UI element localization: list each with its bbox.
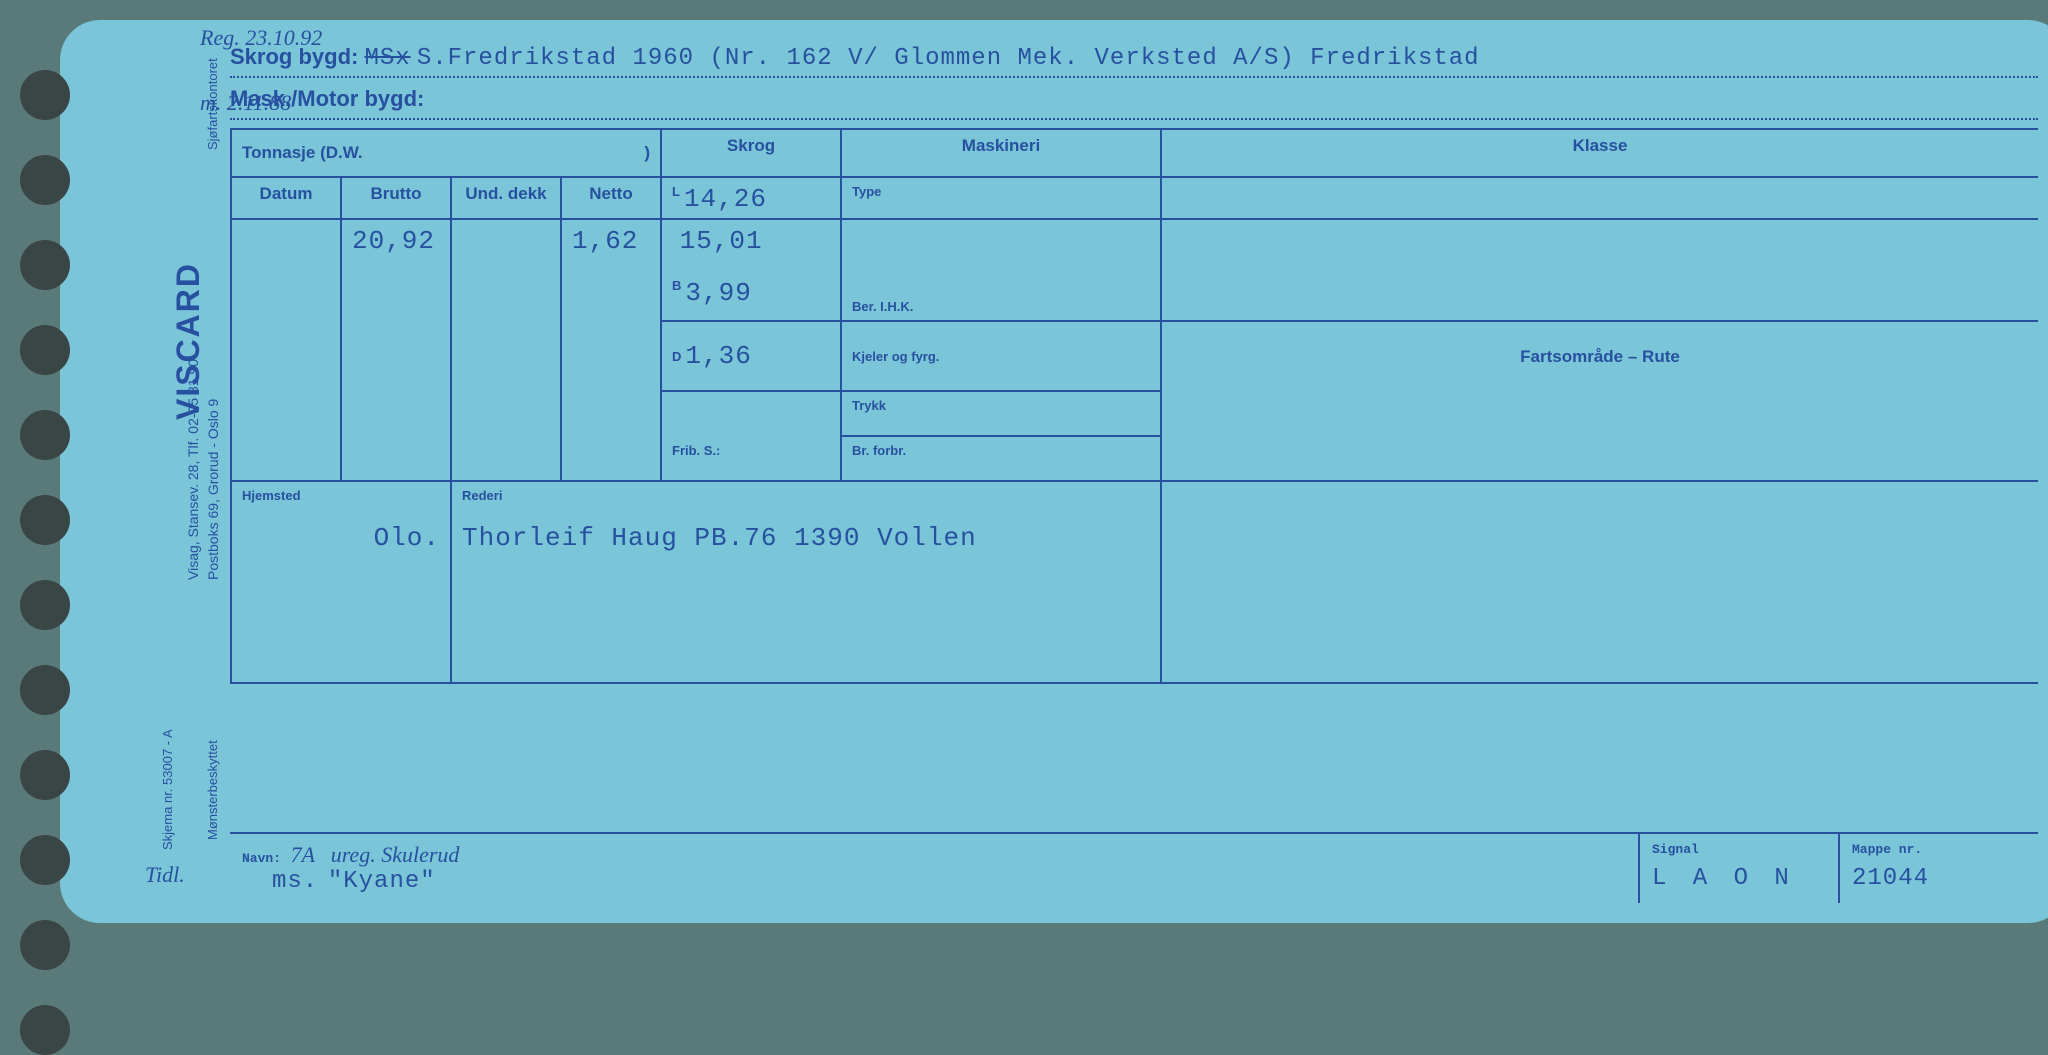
datum-label: Datum — [232, 178, 342, 218]
mappe-label: Mappe nr. — [1852, 842, 2026, 857]
skrog-value: S.Fredrikstad 1960 (Nr. 162 V/ Glommen M… — [417, 45, 1480, 72]
trykk-label: Trykk — [842, 392, 1162, 437]
mask-motor-line: Mask./Motor bygd: — [230, 86, 2038, 120]
footer-row: Navn: 7A ureg. Skulerud ms. "Kyane" Sign… — [230, 832, 2038, 903]
sidebar-skjema: Skjema nr. 53007 - A — [160, 729, 175, 850]
navn-prefix: 7A — [291, 842, 315, 867]
navn-ureg: ureg. Skulerud — [331, 842, 460, 867]
l2-value: 15,01 — [680, 226, 763, 256]
rederi-value: Thorleif Haug PB.76 1390 Vollen — [462, 523, 977, 553]
sidebar-address1: Visag, Stansev. 28, Tlf. 02-25 81 90 — [185, 359, 201, 580]
d-value: 1,36 — [685, 341, 751, 371]
main-table: Tonnasje (D.W. ) Skrog Maskineri Klasse … — [230, 128, 2038, 684]
und-dekk-label: Und. dekk — [452, 178, 562, 218]
signal-value: L A O N — [1652, 865, 1826, 892]
kjeler-label: Kjeler og fyrg. — [842, 322, 1162, 392]
l-value: 14,26 — [684, 184, 767, 214]
frib-label: Frib. S.: — [662, 437, 842, 480]
b-value: 3,99 — [685, 278, 751, 308]
rederi-label: Rederi — [462, 488, 1150, 503]
type-label: Type — [842, 178, 1162, 218]
brutto-label: Brutto — [342, 178, 452, 218]
tonnasje-close: ) — [644, 143, 650, 163]
navn-value: "Kyane" — [328, 868, 436, 895]
sidebar-address2: Postboks 69, Grorud - Oslo 9 — [205, 399, 221, 580]
hjemsted-value: Olo. — [374, 523, 440, 553]
handwritten-reg: Reg. 23.10.92 — [200, 25, 322, 51]
punch-holes — [20, 70, 70, 1055]
skrog-strike: MSx — [364, 45, 410, 72]
klasse-col-label: Klasse — [1162, 130, 2038, 176]
content-area: Reg. 23.10.92 m. 2.11.88 Skrog bygd: MSx… — [230, 30, 2038, 903]
signal-label: Signal — [1652, 842, 1826, 857]
ber-label: Ber. I.H.K. — [842, 272, 1162, 322]
sidebar-monster: Mønsterbeskyttet — [205, 740, 220, 840]
tonnasje-label: Tonnasje (D.W. — [242, 143, 363, 163]
skrog-bygd-line: Skrog bygd: MSx S.Fredrikstad 1960 (Nr. … — [230, 44, 2038, 78]
farts-label: Fartsområde – Rute — [1162, 322, 2038, 392]
handwritten-tidl: Tidl. — [145, 862, 185, 888]
navn-label: Navn: — [242, 851, 281, 866]
navn-ms: ms. — [272, 868, 318, 895]
skrog-col-label: Skrog — [662, 130, 842, 176]
netto-label: Netto — [562, 178, 662, 218]
brutto-value: 20,92 — [352, 226, 435, 256]
hjemsted-label: Hjemsted — [242, 488, 440, 503]
netto-value: 1,62 — [572, 226, 638, 256]
mappe-value: 21044 — [1852, 865, 2026, 892]
maskineri-col-label: Maskineri — [842, 130, 1162, 176]
br-label: Br. forbr. — [842, 437, 1162, 480]
handwritten-m: m. 2.11.88 — [200, 90, 291, 116]
index-card: VISCARD Visag, Stansev. 28, Tlf. 02-25 8… — [60, 20, 2048, 923]
